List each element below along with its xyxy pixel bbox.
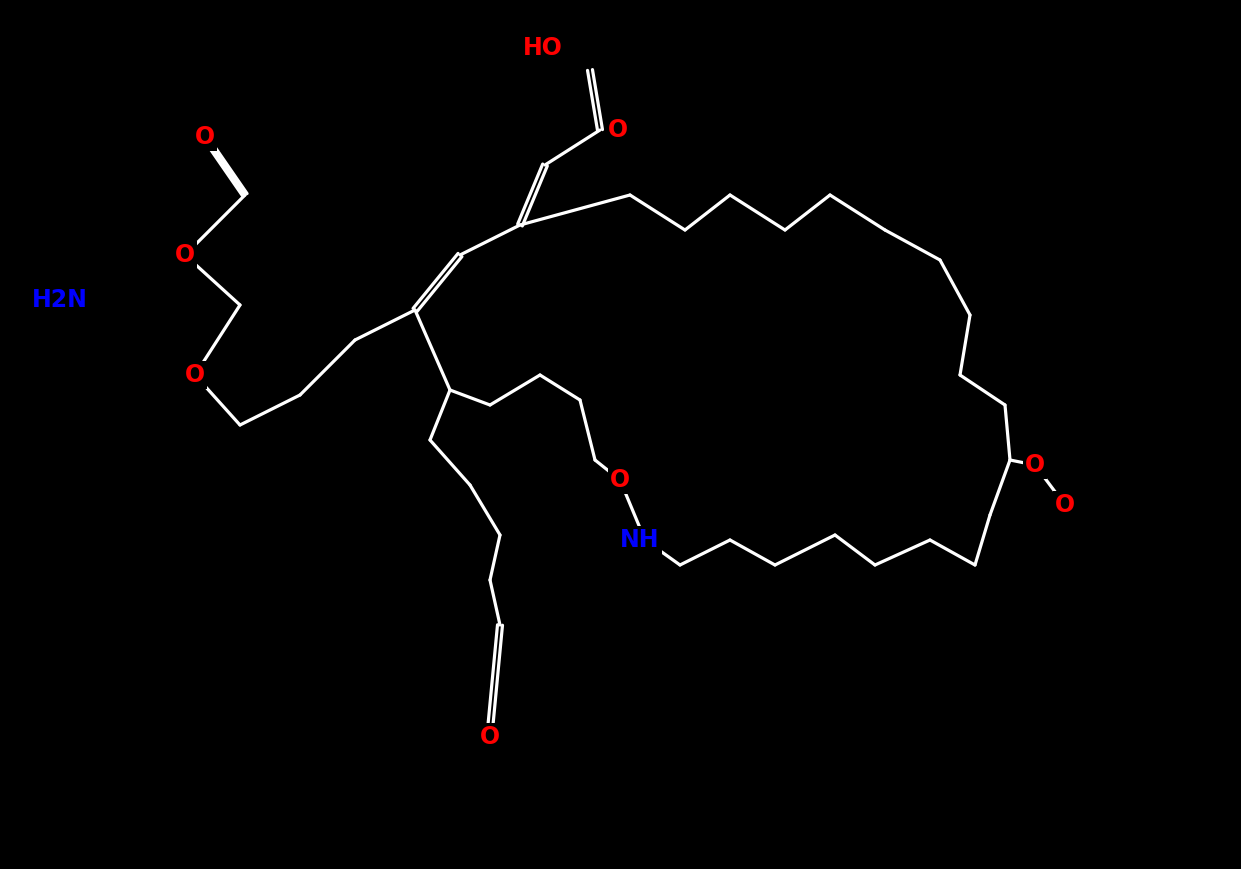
Text: O: O [185,363,205,387]
Text: O: O [1025,453,1045,477]
Text: O: O [608,118,628,142]
Text: H2N: H2N [32,288,88,312]
Text: HO: HO [522,36,563,60]
Text: O: O [175,243,195,267]
Text: O: O [1055,493,1075,517]
Text: O: O [609,468,630,492]
Text: O: O [195,125,215,149]
Text: O: O [480,725,500,749]
Text: NH: NH [620,528,660,552]
